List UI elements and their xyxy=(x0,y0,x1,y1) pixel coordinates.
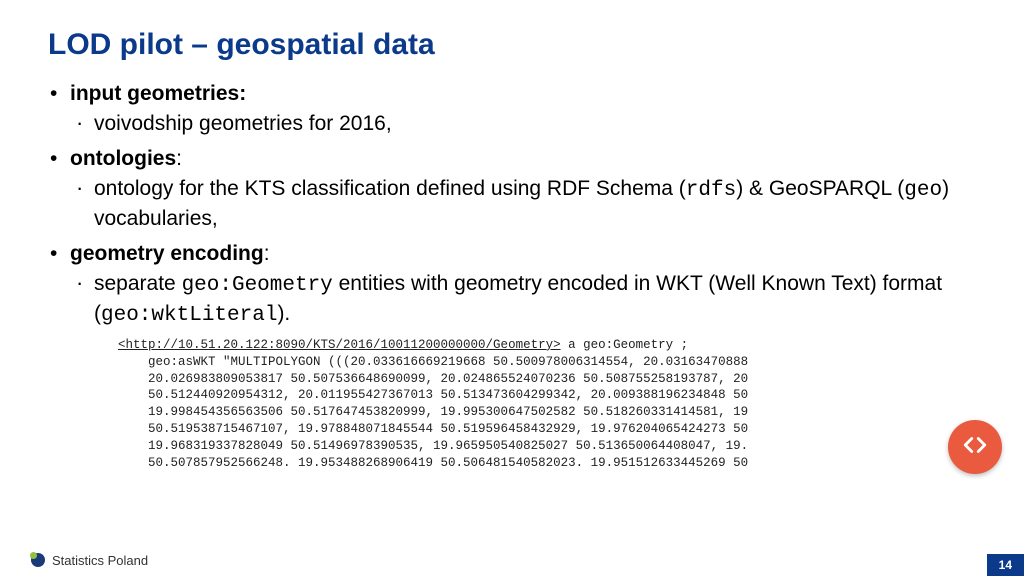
code-line: 50.507857952566248. 19.953488268906419 5… xyxy=(118,456,748,470)
page-number: 14 xyxy=(987,554,1024,576)
code-inline: geo:Geometry xyxy=(182,274,333,297)
brand-logo: Statistics Poland xyxy=(30,552,148,568)
code-inline: geo:wktLiteral xyxy=(101,304,277,327)
bullet-list: input geometries: voivodship geometries … xyxy=(48,80,976,331)
bullet-tail: : xyxy=(176,147,182,170)
code-text: a geo:Geometry ; xyxy=(561,338,689,352)
bullet-ontologies: ontologies: ontology for the KTS classif… xyxy=(48,145,976,234)
sub-list: separate geo:Geometry entities with geom… xyxy=(70,270,976,331)
code-line: 20.026983809053817 50.507536648690099, 2… xyxy=(118,372,748,386)
slide: LOD pilot – geospatial data input geomet… xyxy=(0,0,1024,576)
code-block: <http://10.51.20.122:8090/KTS/2016/10011… xyxy=(118,337,976,472)
code-icon xyxy=(962,432,988,463)
sub-list: ontology for the KTS classification defi… xyxy=(70,175,976,234)
code-line: 19.968319337828049 50.51496978390535, 19… xyxy=(118,439,748,453)
bullet-geometry-encoding: geometry encoding: separate geo:Geometry… xyxy=(48,240,976,331)
bullet-input-geometries: input geometries: voivodship geometries … xyxy=(48,80,976,139)
code-line: 19.998454356563506 50.517647453820999, 1… xyxy=(118,405,748,419)
text: ontology for the KTS classification defi… xyxy=(94,177,686,200)
logo-mark-icon xyxy=(30,552,46,568)
bullet-lead: geometry encoding xyxy=(70,242,264,265)
sub-item: voivodship geometries for 2016, xyxy=(70,110,976,138)
code-fab-button[interactable] xyxy=(948,420,1002,474)
footer: Statistics Poland 14 xyxy=(0,542,1024,576)
page-title: LOD pilot – geospatial data xyxy=(48,28,976,62)
bullet-lead: input geometries: xyxy=(70,82,246,105)
sub-list: voivodship geometries for 2016, xyxy=(70,110,976,138)
code-url: <http://10.51.20.122:8090/KTS/2016/10011… xyxy=(118,338,561,352)
text: ) & GeoSPARQL ( xyxy=(736,177,904,200)
text: separate xyxy=(94,272,182,295)
text: ). xyxy=(277,302,290,325)
code-line: 50.519538715467107, 19.978848071845544 5… xyxy=(118,422,748,436)
bullet-tail: : xyxy=(264,242,270,265)
code-line: geo:asWKT "MULTIPOLYGON (((20.0336166692… xyxy=(118,355,748,369)
code-inline: rdfs xyxy=(686,179,736,202)
bullet-lead: ontologies xyxy=(70,147,176,170)
sub-item: separate geo:Geometry entities with geom… xyxy=(70,270,976,331)
code-inline: geo xyxy=(904,179,942,202)
sub-item: ontology for the KTS classification defi… xyxy=(70,175,976,234)
code-line: 50.512440920954312, 20.011955427367013 5… xyxy=(118,388,748,402)
brand-name: Statistics Poland xyxy=(52,553,148,568)
